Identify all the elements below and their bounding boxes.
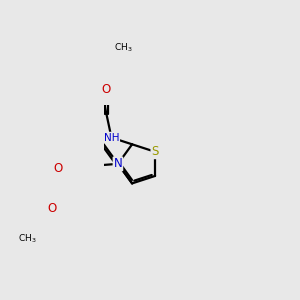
- Text: NH: NH: [104, 133, 119, 142]
- Text: CH$_3$: CH$_3$: [18, 232, 37, 245]
- Text: S: S: [152, 145, 159, 158]
- Text: O: O: [53, 162, 62, 175]
- Text: CH$_3$: CH$_3$: [114, 41, 133, 54]
- Text: N: N: [114, 158, 122, 170]
- Text: O: O: [48, 202, 57, 215]
- Text: O: O: [102, 83, 111, 97]
